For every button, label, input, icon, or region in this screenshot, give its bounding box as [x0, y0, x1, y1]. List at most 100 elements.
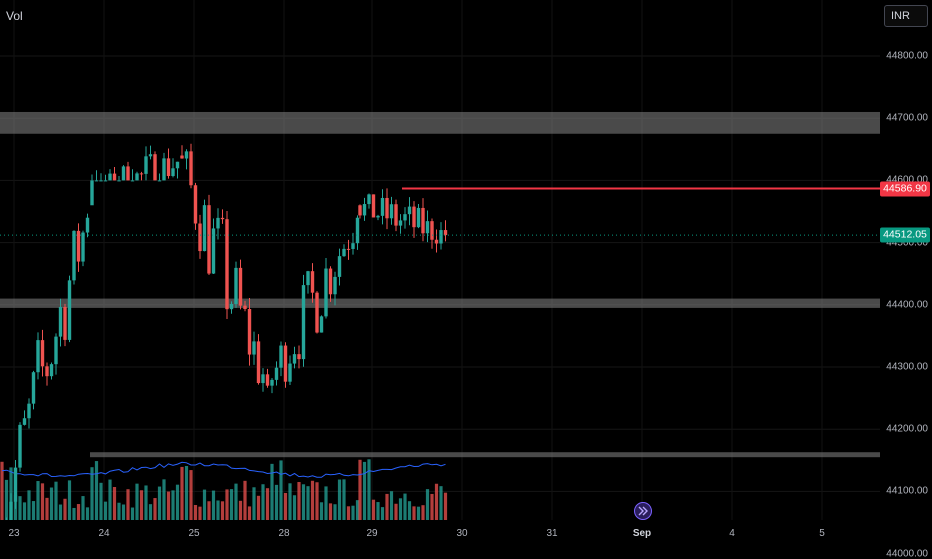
support-resistance-zone[interactable] — [0, 111, 880, 134]
candle-body — [234, 267, 238, 304]
candle-body — [108, 173, 112, 181]
volume-bar — [31, 501, 36, 520]
candle-body — [247, 309, 252, 355]
volume-bar — [81, 496, 85, 520]
candle-body — [351, 243, 355, 249]
volume-bar — [265, 488, 270, 520]
volume-bar — [358, 459, 362, 520]
volume-bar — [229, 489, 234, 520]
candle-body — [412, 206, 416, 228]
candle-body — [175, 161, 180, 169]
candle-body — [27, 403, 31, 419]
volume-bar — [58, 504, 63, 520]
volume-moving-average-line — [1, 461, 446, 478]
volume-bar — [243, 480, 247, 520]
volume-bar — [380, 507, 385, 520]
candle-body — [243, 305, 247, 310]
candle-body — [342, 248, 346, 257]
volume-bar — [389, 491, 394, 520]
candle-body — [85, 217, 90, 233]
volume-bar — [189, 470, 193, 520]
candle-body — [225, 219, 229, 310]
candle-body — [157, 180, 162, 182]
candle-body — [126, 166, 130, 181]
chart-pane[interactable]: Vol — [0, 0, 880, 559]
volume-bar — [439, 486, 443, 520]
volume-bar — [274, 484, 279, 520]
volume-bar — [49, 487, 54, 520]
price-scale[interactable]: 44800.00 44700.00 44600.00 44500.00 44400.00… — [880, 0, 932, 559]
candle-body — [425, 221, 430, 234]
candle-body — [403, 214, 407, 221]
volume-bar — [198, 506, 202, 520]
volume-bar — [216, 500, 220, 520]
candle-body — [421, 207, 425, 234]
alert-price-label[interactable]: 44586.90 — [880, 181, 930, 197]
volume-bar — [403, 493, 407, 520]
candle-body — [207, 205, 211, 274]
candle-body — [337, 256, 342, 277]
support-resistance-zone[interactable] — [0, 298, 880, 308]
volume-bar — [27, 490, 31, 520]
candle-body — [76, 230, 81, 262]
volume-bar — [252, 487, 256, 520]
candle-body — [385, 197, 389, 219]
candle-body — [380, 197, 385, 216]
candle-body — [40, 340, 45, 367]
volume-bar — [412, 506, 416, 520]
candle-body — [184, 151, 189, 159]
volume-indicator-label[interactable]: Vol — [6, 9, 23, 23]
volume-bar — [355, 500, 360, 520]
volume-bar — [90, 467, 94, 520]
candle-body — [301, 285, 306, 360]
volume-bar — [421, 505, 425, 520]
volume-bar — [76, 504, 81, 520]
volume-bar — [45, 497, 49, 520]
candle-body — [49, 364, 54, 377]
price-tick-label: 44800.00 — [886, 50, 928, 62]
volume-bar — [135, 483, 139, 520]
candle-body — [67, 280, 72, 340]
volume-bar — [4, 479, 9, 520]
support-resistance-zone[interactable] — [90, 452, 880, 458]
candle-body — [216, 217, 220, 229]
time-tick-label: 24 — [98, 528, 110, 539]
currency-selector[interactable]: INR — [884, 5, 928, 27]
volume-bar — [385, 493, 389, 520]
candle-body — [193, 185, 198, 224]
volume-bar — [0, 461, 4, 520]
candle-body — [328, 268, 333, 295]
price-tick-label: 44100.00 — [886, 485, 928, 497]
volume-bar — [112, 487, 117, 520]
volume-bar — [362, 461, 367, 520]
candle-body — [324, 268, 328, 317]
volume-bar — [22, 502, 27, 520]
candle-body — [358, 205, 362, 216]
candle-body — [279, 345, 283, 368]
candle-body — [355, 217, 360, 244]
time-tick-label: 28 — [278, 528, 290, 539]
price-tick-label: 44500.00 — [886, 237, 928, 249]
scroll-to-realtime-button[interactable] — [634, 502, 652, 520]
volume-bar — [211, 490, 216, 520]
candle-body — [45, 366, 49, 377]
volume-bar — [36, 481, 40, 520]
price-tick-label: 44300.00 — [886, 361, 928, 373]
candle-body — [166, 158, 171, 177]
candle-body — [211, 228, 216, 274]
price-tick-label: 44700.00 — [886, 112, 928, 124]
candle-body — [292, 354, 297, 364]
time-tick-label: 29 — [366, 528, 378, 539]
candle-body — [94, 180, 99, 182]
candle-body — [346, 248, 351, 250]
candle-body — [81, 232, 85, 262]
candle-body — [362, 204, 367, 216]
candle-body — [283, 345, 288, 382]
volume-bar — [371, 499, 376, 520]
volume-bar — [72, 507, 76, 520]
time-scale[interactable]: 23 24 25 28 29 30 31 Sep 4 5 — [0, 520, 880, 550]
candle-body — [367, 194, 371, 205]
volume-bar — [247, 506, 252, 520]
candle-body — [389, 204, 394, 219]
price-chart[interactable] — [0, 0, 880, 559]
